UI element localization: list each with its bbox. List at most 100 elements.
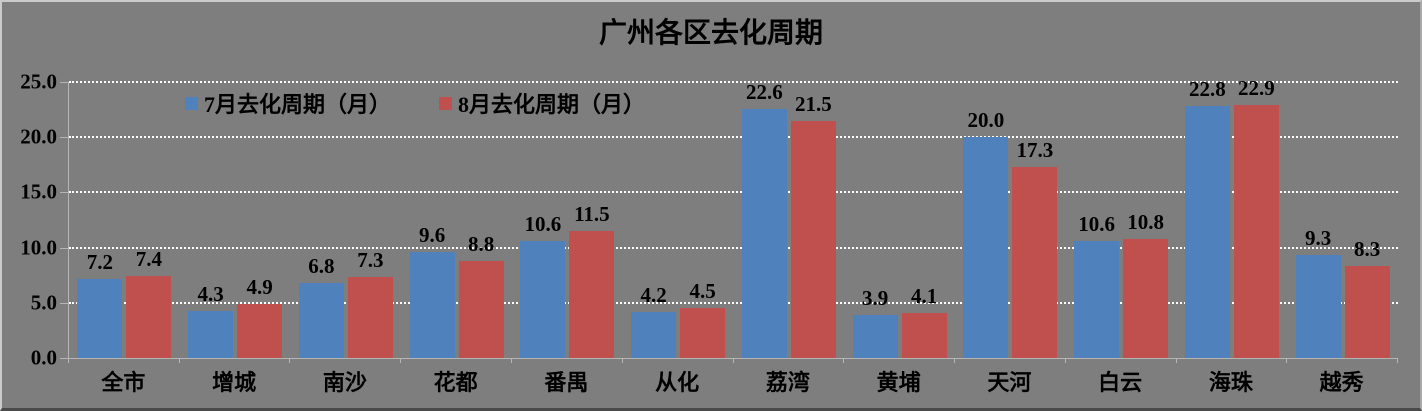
x-axis-label-海珠: 海珠: [1208, 370, 1253, 395]
bar-series2-花都: 8.8: [458, 232, 504, 358]
bar-series1-从化: 4.2: [631, 283, 677, 358]
x-axis-label-天河: 天河: [987, 370, 1032, 395]
bar-series1-越秀: 9.3: [1295, 226, 1341, 358]
data-label: 11.5: [574, 202, 610, 227]
bar-series1-花都: 9.6: [409, 223, 455, 358]
bar-group-越秀: 9.3 8.3: [1287, 82, 1398, 358]
bar-series1-黄埔: 3.9: [852, 286, 898, 358]
x-axis-labels: 全市 增城 南沙 花都 番禺 从化 荔湾 黄埔 天河 白云 海珠 越秀: [68, 365, 1397, 397]
x-axis-tick: [732, 358, 734, 363]
data-label: 8.3: [1354, 237, 1381, 262]
x-axis-label-荔湾: 荔湾: [765, 370, 810, 395]
data-label: 10.6: [1078, 211, 1115, 236]
y-axis-tick: [60, 137, 69, 139]
bar-series2-白云: 10.8: [1123, 210, 1169, 358]
legend: 7月去化周期（月） 8月去化周期（月）: [185, 87, 645, 119]
legend-item-2: 8月去化周期（月）: [439, 87, 645, 119]
data-label: 21.5: [795, 91, 832, 116]
bar-group-白云: 10.6 10.8: [1066, 82, 1177, 358]
bar-series2-番禺: 11.5: [569, 202, 615, 358]
bar-series2-全市: 7.4: [126, 247, 172, 358]
plot-area: 7.2 7.4 4.3 4.9 6.8 7.3 9.6 8.8 10.6 11.5 4.2 4.5 22…: [60, 76, 1398, 363]
legend-label: 8月去化周期（月）: [458, 92, 646, 117]
x-axis-tick: [1286, 358, 1288, 363]
y-axis-label: 15.0: [20, 179, 57, 204]
data-label: 22.8: [1189, 77, 1226, 102]
bar-series1-增城: 4.3: [188, 282, 234, 358]
y-axis-tick: [60, 247, 69, 249]
x-axis-tick: [621, 358, 623, 363]
bar-series2-增城: 4.9: [237, 275, 283, 358]
data-label: 7.2: [86, 249, 113, 274]
data-label: 8.8: [468, 231, 495, 256]
x-axis-label-全市: 全市: [101, 370, 146, 395]
gridline: [69, 81, 1398, 83]
bar-group-从化: 4.2 4.5: [623, 82, 734, 358]
bar-group-番禺: 10.6 11.5: [512, 82, 623, 358]
bar-groups: 7.2 7.4 4.3 4.9 6.8 7.3 9.6 8.8 10.6 11.5 4.2 4.5 22…: [69, 76, 1398, 358]
bar-group-全市: 7.2 7.4: [69, 82, 180, 358]
gridline: [69, 136, 1398, 139]
y-axis-label: 10.0: [20, 235, 57, 260]
data-label: 22.9: [1238, 76, 1275, 101]
data-label: 4.2: [640, 282, 667, 307]
bar-series2-海珠: 22.9: [1233, 76, 1279, 358]
data-label: 7.3: [357, 248, 384, 273]
bar-group-增城: 4.3 4.9: [180, 82, 291, 358]
bar-series1-南沙: 6.8: [298, 254, 344, 358]
x-axis-label-南沙: 南沙: [322, 370, 367, 395]
y-axis-labels: 0.0 5.0 10.0 15.0 20.0 25.0: [2, 70, 57, 370]
bar-series2-南沙: 7.3: [347, 248, 393, 358]
data-label: 4.5: [689, 279, 716, 304]
bar-series2-荔湾: 21.5: [790, 92, 836, 358]
data-label: 10.6: [524, 211, 562, 236]
legend-swatch-icon: [439, 96, 453, 110]
bar-group-天河: 20.0 17.3: [955, 82, 1066, 358]
bar-series1-白云: 10.6: [1074, 212, 1120, 358]
x-axis-label-越秀: 越秀: [1319, 370, 1364, 395]
bar-series2-天河: 17.3: [1012, 138, 1058, 358]
data-label: 4.3: [197, 281, 224, 306]
bar-series1-全市: 7.2: [77, 250, 123, 358]
x-axis-tick: [953, 358, 955, 363]
x-axis-label-花都: 花都: [433, 370, 478, 395]
data-label: 17.3: [1016, 138, 1054, 163]
x-axis-tick: [843, 358, 845, 363]
data-label: 9.3: [1305, 226, 1332, 251]
x-axis-tick: [1397, 358, 1398, 363]
x-axis-label-黄埔: 黄埔: [876, 370, 921, 395]
x-axis-tick: [178, 358, 180, 363]
data-label: 7.4: [135, 247, 162, 272]
bar-series1-天河: 20.0: [963, 108, 1009, 358]
bar-series1-荔湾: 22.6: [741, 80, 787, 358]
gridline: [69, 191, 1398, 194]
y-axis-tick: [60, 82, 69, 83]
x-axis-tick: [68, 358, 69, 363]
data-label: 22.6: [746, 79, 783, 104]
legend-item-1: 7月去化周期（月）: [185, 87, 391, 119]
x-axis-label-从化: 从化: [655, 370, 700, 395]
bar-group-花都: 9.6 8.8: [401, 82, 512, 358]
y-axis-label: 25.0: [20, 69, 57, 94]
bar-series1-海珠: 22.8: [1184, 77, 1230, 358]
x-axis-tick: [1175, 358, 1177, 363]
legend-swatch-icon: [185, 96, 198, 110]
y-axis-tick: [60, 192, 69, 194]
gridline: [69, 301, 1398, 304]
bar-series1-番禺: 10.6: [520, 212, 566, 358]
data-label: 20.0: [967, 108, 1005, 133]
x-axis-tick: [1064, 358, 1066, 363]
bar-series2-越秀: 8.3: [1344, 237, 1390, 358]
x-axis-tick: [289, 358, 291, 363]
data-label: 6.8: [308, 253, 335, 278]
legend-label: 7月去化周期（月）: [204, 92, 392, 117]
x-axis-tick: [400, 358, 402, 363]
y-axis-label: 5.0: [30, 290, 57, 315]
data-label: 3.9: [862, 285, 889, 310]
bar-series2-黄埔: 4.1: [901, 284, 947, 358]
x-axis-label-白云: 白云: [1098, 370, 1143, 395]
bar-group-黄埔: 3.9 4.1: [844, 82, 955, 358]
y-axis-tick: [60, 302, 69, 304]
y-axis-label: 0.0: [30, 345, 57, 370]
